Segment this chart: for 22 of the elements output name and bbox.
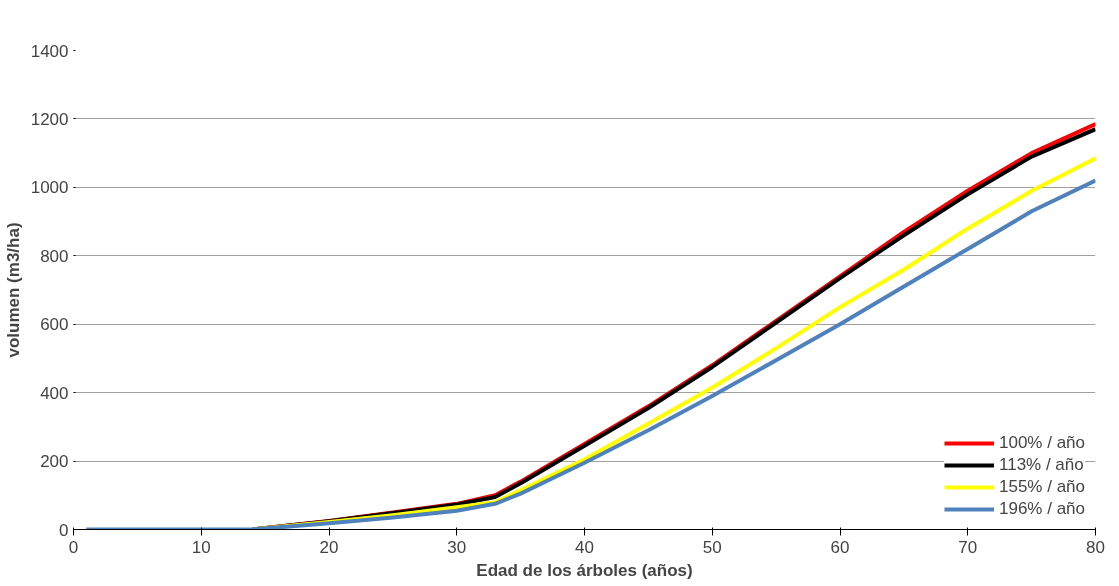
legend-label: 155% / año <box>998 477 1085 497</box>
y-tick-label: 1000 <box>30 178 69 198</box>
y-axis-title: volumen (m3/ha) <box>3 222 23 358</box>
y-tick-label: 400 <box>40 383 69 403</box>
y-tick-label: 600 <box>40 315 69 335</box>
x-tick-label: 60 <box>830 537 850 557</box>
legend-label: 196% / año <box>998 499 1085 519</box>
y-tick-label: 1200 <box>30 109 69 129</box>
x-tick-label: 40 <box>575 537 594 557</box>
x-axis-title: Edad de los árboles (años) <box>476 560 693 580</box>
x-tick-label: 50 <box>702 537 722 557</box>
y-tick-label: 0 <box>59 520 69 540</box>
x-tick-label: 80 <box>1086 537 1105 557</box>
y-tick-label: 1400 <box>30 41 69 61</box>
x-tick-label: 30 <box>447 537 467 557</box>
legend-label: 100% / año <box>998 433 1085 453</box>
legend-label: 113% / año <box>998 455 1084 475</box>
y-tick-label: 200 <box>40 452 69 472</box>
x-tick-label: 70 <box>958 537 978 557</box>
y-tick-label: 800 <box>40 246 69 266</box>
x-tick-label: 20 <box>319 537 339 557</box>
x-tick-label: 10 <box>191 537 211 557</box>
